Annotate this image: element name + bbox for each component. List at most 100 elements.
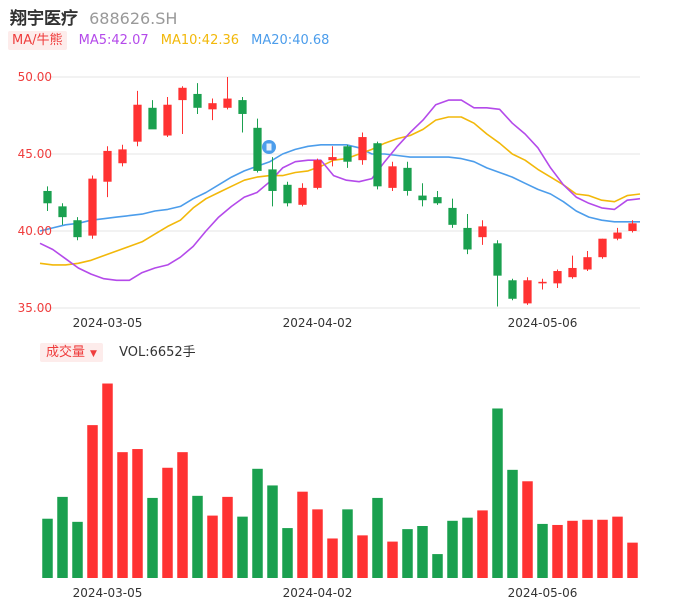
candle (73, 217, 82, 241)
volume-bar (192, 495, 203, 578)
volume-bar (147, 497, 158, 578)
volume-bar (597, 519, 608, 578)
volume-date-tick-label: 2024-05-06 (508, 586, 578, 600)
candle-body (523, 280, 532, 304)
candle-body (73, 220, 82, 238)
candle-body (583, 257, 592, 270)
candle-body (628, 223, 637, 231)
candle (628, 220, 637, 233)
candle (163, 97, 172, 138)
candle (208, 98, 217, 121)
candle-body (553, 271, 562, 284)
volume-bar (627, 542, 638, 578)
candle (328, 146, 337, 167)
ma-indicator-selector[interactable]: MA/牛熊 (8, 31, 67, 50)
price-tick-label: 40.00 (18, 224, 52, 238)
candle-body (343, 146, 352, 162)
candle-body (283, 184, 292, 204)
volume-bar (312, 509, 323, 578)
candle-body (298, 187, 307, 205)
candle-body (238, 100, 247, 114)
price-tick-label: 45.00 (18, 147, 52, 161)
candle (523, 277, 532, 305)
volume-bar (507, 469, 518, 578)
ma5-label: MA5:42.07 (78, 33, 149, 48)
ma5-line (39, 99, 641, 282)
volume-bar (237, 516, 248, 578)
candle (493, 240, 502, 307)
candle-body (223, 98, 232, 108)
candle-body (403, 167, 412, 191)
volume-series (42, 383, 638, 578)
volume-bar (102, 383, 113, 578)
candle (538, 278, 547, 290)
volume-indicator-selector[interactable]: 成交量 ▼ (40, 343, 103, 362)
candle-body (313, 160, 322, 188)
candle (298, 183, 307, 207)
candle-body (598, 238, 607, 258)
candle (448, 198, 457, 228)
date-axis: 2024-03-05 2024-04-02 2024-05-06 (73, 316, 578, 330)
candle (133, 90, 142, 147)
candle-body (358, 137, 367, 161)
volume-bar (72, 521, 83, 578)
candle (43, 186, 52, 211)
candle (283, 181, 292, 207)
candle-body (433, 197, 442, 204)
candle-body (118, 149, 127, 164)
candle-body (163, 104, 172, 136)
info-marker[interactable] (262, 140, 276, 154)
candle-body (88, 178, 97, 236)
ma10-label: MA10:42.36 (160, 33, 240, 48)
candle-body (253, 127, 262, 171)
candle-body (613, 232, 622, 239)
ma10-line (39, 116, 641, 266)
volume-bar (282, 528, 293, 578)
volume-bar (267, 485, 278, 578)
volume-value: VOL:6652手 (119, 345, 196, 360)
candle (388, 161, 397, 191)
volume-bar (387, 541, 398, 578)
candlestick-series (43, 77, 637, 307)
date-tick-label: 2024-03-05 (73, 316, 143, 330)
candle-body (373, 143, 382, 187)
volume-bar (477, 510, 488, 578)
volume-legend: 成交量 ▼ VOL:6652手 (40, 341, 196, 362)
volume-bar (537, 523, 548, 578)
moving-average-lines (39, 99, 641, 282)
candle-body (178, 87, 187, 101)
volume-bar (132, 449, 143, 578)
price-grid (36, 76, 640, 309)
candle-body (58, 206, 67, 218)
candle (253, 118, 262, 173)
volume-badge-label: 成交量 (46, 345, 86, 360)
candle-body (463, 227, 472, 250)
price-tick-label: 35.00 (18, 301, 52, 315)
candle-body (328, 157, 337, 161)
candle-body (508, 280, 517, 299)
volume-bar (327, 538, 338, 578)
candle (418, 183, 427, 207)
candle-body (388, 166, 397, 188)
candle (568, 255, 577, 279)
volume-bar (87, 425, 98, 578)
volume-bar (297, 491, 308, 578)
candle-body (493, 243, 502, 276)
volume-bar (492, 408, 503, 578)
volume-bar (402, 529, 413, 578)
volume-date-axis: 2024-03-05 2024-04-02 2024-05-06 (73, 586, 578, 600)
ma20-label: MA20:40.68 (251, 33, 330, 48)
volume-bar (567, 520, 578, 578)
candle-body (208, 103, 217, 110)
candle-body (148, 107, 157, 130)
candle (268, 157, 277, 207)
candle (148, 100, 157, 130)
candle (238, 97, 247, 133)
candle (598, 238, 607, 259)
volume-bar (162, 467, 173, 578)
candle-body (268, 169, 277, 191)
candle (403, 161, 412, 196)
volume-bar (342, 509, 353, 578)
volume-bar (612, 516, 623, 578)
